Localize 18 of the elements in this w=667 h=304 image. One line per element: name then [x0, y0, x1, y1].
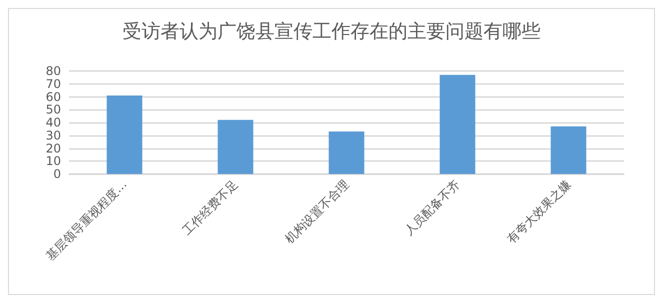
- y-tick-label: 60: [46, 90, 61, 104]
- x-tick-label: 工作经费不足: [180, 177, 240, 238]
- bar: [550, 126, 586, 174]
- y-tick-label: 70: [46, 76, 61, 91]
- y-tick-label: 20: [46, 141, 61, 156]
- bar: [106, 95, 142, 174]
- x-tick-label: 有夸大效果之嫌: [504, 177, 574, 246]
- bar: [328, 132, 364, 174]
- bar: [218, 120, 254, 174]
- y-tick-label: 50: [46, 102, 61, 117]
- x-tick-label: 人员配备不齐: [402, 177, 462, 238]
- x-tick-label: 机构设置不合理: [282, 177, 352, 246]
- chart-title: 受访者认为广饶县宣传工作存在的主要问题有哪些: [122, 20, 540, 42]
- y-tick-label: 40: [46, 116, 61, 130]
- y-tick-label: 10: [46, 154, 61, 168]
- y-tick-label: 30: [46, 128, 61, 142]
- y-tick-label: 80: [46, 64, 61, 78]
- bar: [440, 74, 476, 174]
